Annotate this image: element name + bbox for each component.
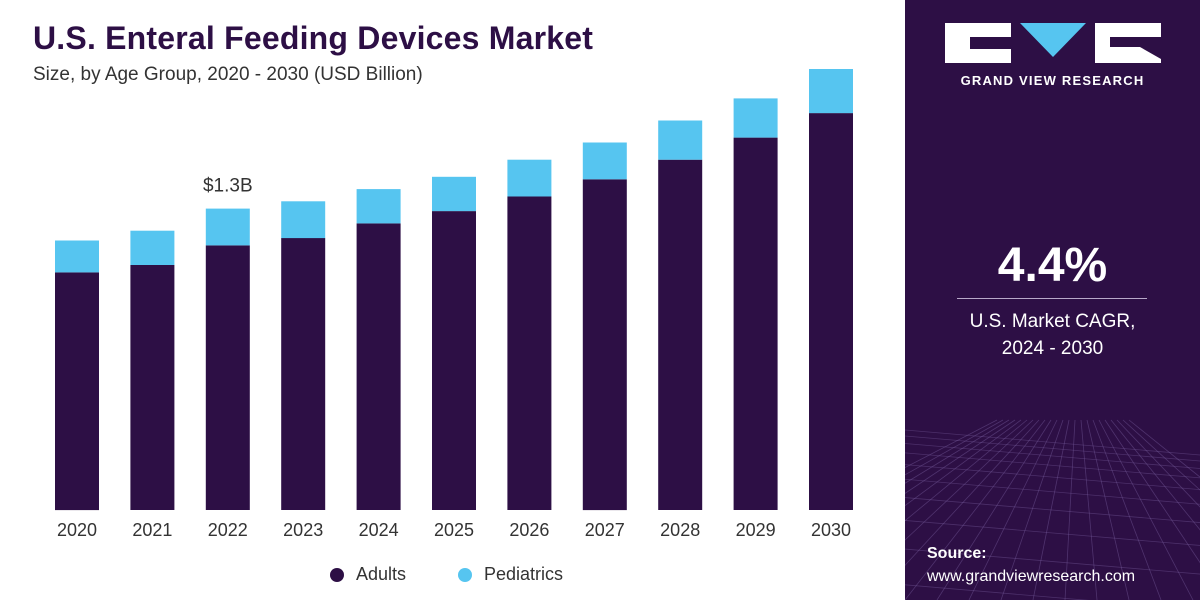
x-tick-label-2023: 2023 <box>283 520 323 540</box>
bar-adults-2026 <box>507 196 552 510</box>
sidebar-panel: GRAND VIEW RESEARCH 4.4% U.S. Market CAG… <box>905 0 1200 600</box>
source-label: Source: <box>927 545 987 562</box>
legend-item-adults: Adults <box>330 564 406 585</box>
bar-pediatrics-2021 <box>130 230 175 265</box>
chart-panel: U.S. Enteral Feeding Devices Market Size… <box>0 20 905 590</box>
bar-adults-2030 <box>809 113 853 510</box>
bar-pediatrics-2023 <box>281 201 326 239</box>
legend-item-pediatrics: Pediatrics <box>458 564 563 585</box>
bar-pediatrics-2022 <box>205 208 250 246</box>
bar-pediatrics-2025 <box>432 176 476 212</box>
bar-pediatrics-2026 <box>507 159 552 197</box>
x-tick-label-2022: 2022 <box>208 520 248 540</box>
bar-adults-2021 <box>130 265 175 510</box>
bar-chart: 2020 2021 2022 $1.3B 2023 2024 2025 2026 2027 202… <box>55 69 853 540</box>
bar-adults-2024 <box>356 223 401 510</box>
chart-legend: Adults Pediatrics <box>0 560 905 590</box>
bar-pediatrics-2024 <box>356 189 401 224</box>
legend-label-pediatrics: Pediatrics <box>484 564 564 584</box>
x-tick-label-2025: 2025 <box>434 520 474 540</box>
bar-pediatrics-2028 <box>658 120 703 160</box>
bar-pediatrics-2030 <box>809 69 853 114</box>
bar-adults-2022 <box>205 245 250 510</box>
brand-name: GRAND VIEW RESEARCH <box>960 73 1145 88</box>
cagr-value: 4.4% <box>997 239 1108 292</box>
bar-adults-2027 <box>582 179 627 511</box>
x-tick-label-2029: 2029 <box>736 520 776 540</box>
legend-swatch-pediatrics <box>458 567 472 582</box>
data-label-2022: $1.3B <box>203 176 253 197</box>
legend-swatch-adults <box>330 567 344 582</box>
x-tick-label-2027: 2027 <box>585 520 625 540</box>
chart-title: U.S. Enteral Feeding Devices Market <box>33 20 594 56</box>
x-tick-label-2026: 2026 <box>509 520 549 540</box>
bar-adults-2025 <box>432 211 476 510</box>
bar-adults-2020 <box>55 272 99 511</box>
x-tick-label-2028: 2028 <box>660 520 700 540</box>
bar-pediatrics-2020 <box>55 240 99 273</box>
cagr-label-line2: 2024 - 2030 <box>1001 338 1104 359</box>
x-tick-label-2021: 2021 <box>132 520 172 540</box>
x-tick-label-2020: 2020 <box>57 520 97 540</box>
grid-background <box>905 419 1200 600</box>
brand-logo: GRAND VIEW RESEARCH <box>940 23 1165 93</box>
cagr-divider <box>957 298 1147 299</box>
bar-pediatrics-2029 <box>733 98 778 138</box>
chart-subtitle: Size, by Age Group, 2020 - 2030 (USD Bil… <box>33 64 423 85</box>
bar-adults-2029 <box>733 137 778 510</box>
legend-label-adults: Adults <box>356 564 407 584</box>
bar-adults-2028 <box>658 159 703 510</box>
logo-mark <box>945 23 1161 63</box>
x-tick-label-2030: 2030 <box>811 520 851 540</box>
x-tick-label-2024: 2024 <box>359 520 399 540</box>
source-url: www.grandviewresearch.com <box>927 568 1136 585</box>
cagr-label: U.S. Market CAGR, 2024 - 2030 <box>905 308 1200 362</box>
cagr-label-line1: U.S. Market CAGR, <box>969 311 1136 332</box>
bar-adults-2023 <box>281 238 326 510</box>
bar-pediatrics-2027 <box>582 142 627 180</box>
